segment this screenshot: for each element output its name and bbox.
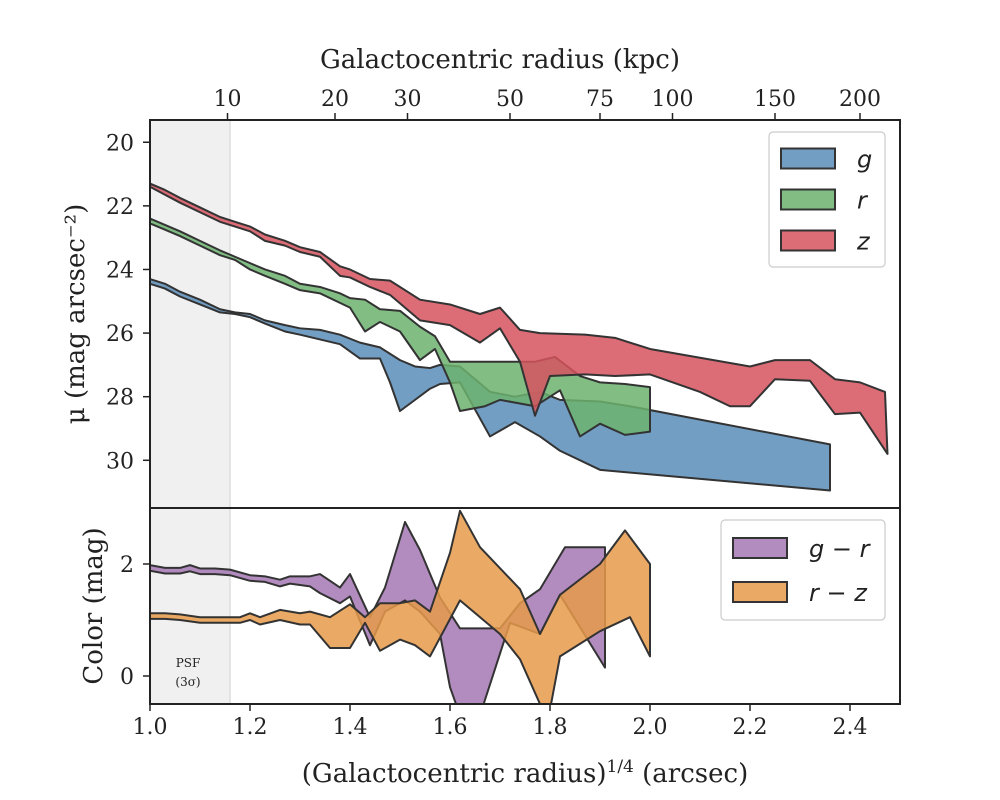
y-tick-label: 24 [106, 258, 134, 283]
y-tick-label: 20 [106, 131, 134, 156]
top-x-tick-label: 30 [394, 87, 422, 112]
x-axis-title: (Galactocentric radius)1/4 (arcsec) [302, 757, 748, 789]
legend-label: r [857, 187, 869, 215]
legend-label: g − r [809, 535, 872, 563]
color-legend: g − r r − z [720, 519, 886, 621]
top-y-axis-title: μ (mag arcsec⁻²) [61, 204, 91, 424]
psf-label: PSF [176, 656, 201, 670]
legend-swatch [780, 229, 836, 252]
x-tick-label: 1.2 [233, 715, 268, 740]
top-x-tick-label: 200 [839, 87, 881, 112]
legend-label: g [857, 146, 872, 174]
top-x-axis-title: Galactocentric radius (kpc) [320, 45, 680, 75]
legend-swatch [780, 188, 836, 211]
color-y-tick-label: 2 [120, 553, 134, 578]
bottom-panel-frame [149, 507, 901, 705]
top-legend: grz [768, 131, 886, 268]
x-tick-label: 2.0 [633, 715, 668, 740]
legend-label: r − z [809, 579, 868, 607]
y-tick-label: 22 [106, 195, 134, 220]
top-x-tick-label: 100 [652, 87, 694, 112]
series-z-band [150, 182, 889, 455]
x-tick-label: 1.8 [533, 715, 568, 740]
top-x-tick-label: 75 [586, 87, 614, 112]
x-tick-label: 1.4 [333, 715, 368, 740]
x-tick-label: 2.2 [733, 715, 768, 740]
legend-label: z [856, 228, 871, 256]
series-g-band [150, 278, 831, 492]
y-tick-label: 30 [106, 449, 134, 474]
y-tick-label: 28 [106, 386, 134, 411]
bottom-y-axis-title: Color (mag) [79, 527, 109, 684]
x-tick-label: 1.0 [133, 715, 168, 740]
top-x-tick-label: 10 [214, 87, 242, 112]
top-x-tick-label: 20 [321, 87, 349, 112]
x-tick-label: 2.4 [833, 715, 868, 740]
top-x-tick-label: 150 [754, 87, 796, 112]
psf-sigma-label: (3σ) [175, 675, 200, 689]
legend-swatch [732, 581, 788, 603]
series-r-z-band [150, 509, 651, 704]
y-tick-label: 26 [106, 322, 134, 347]
color-y-tick-label: 0 [120, 665, 134, 690]
x-tick-label: 1.6 [433, 715, 468, 740]
top-x-tick-label: 50 [496, 87, 524, 112]
legend-swatch [732, 537, 788, 559]
legend-swatch [780, 147, 836, 170]
